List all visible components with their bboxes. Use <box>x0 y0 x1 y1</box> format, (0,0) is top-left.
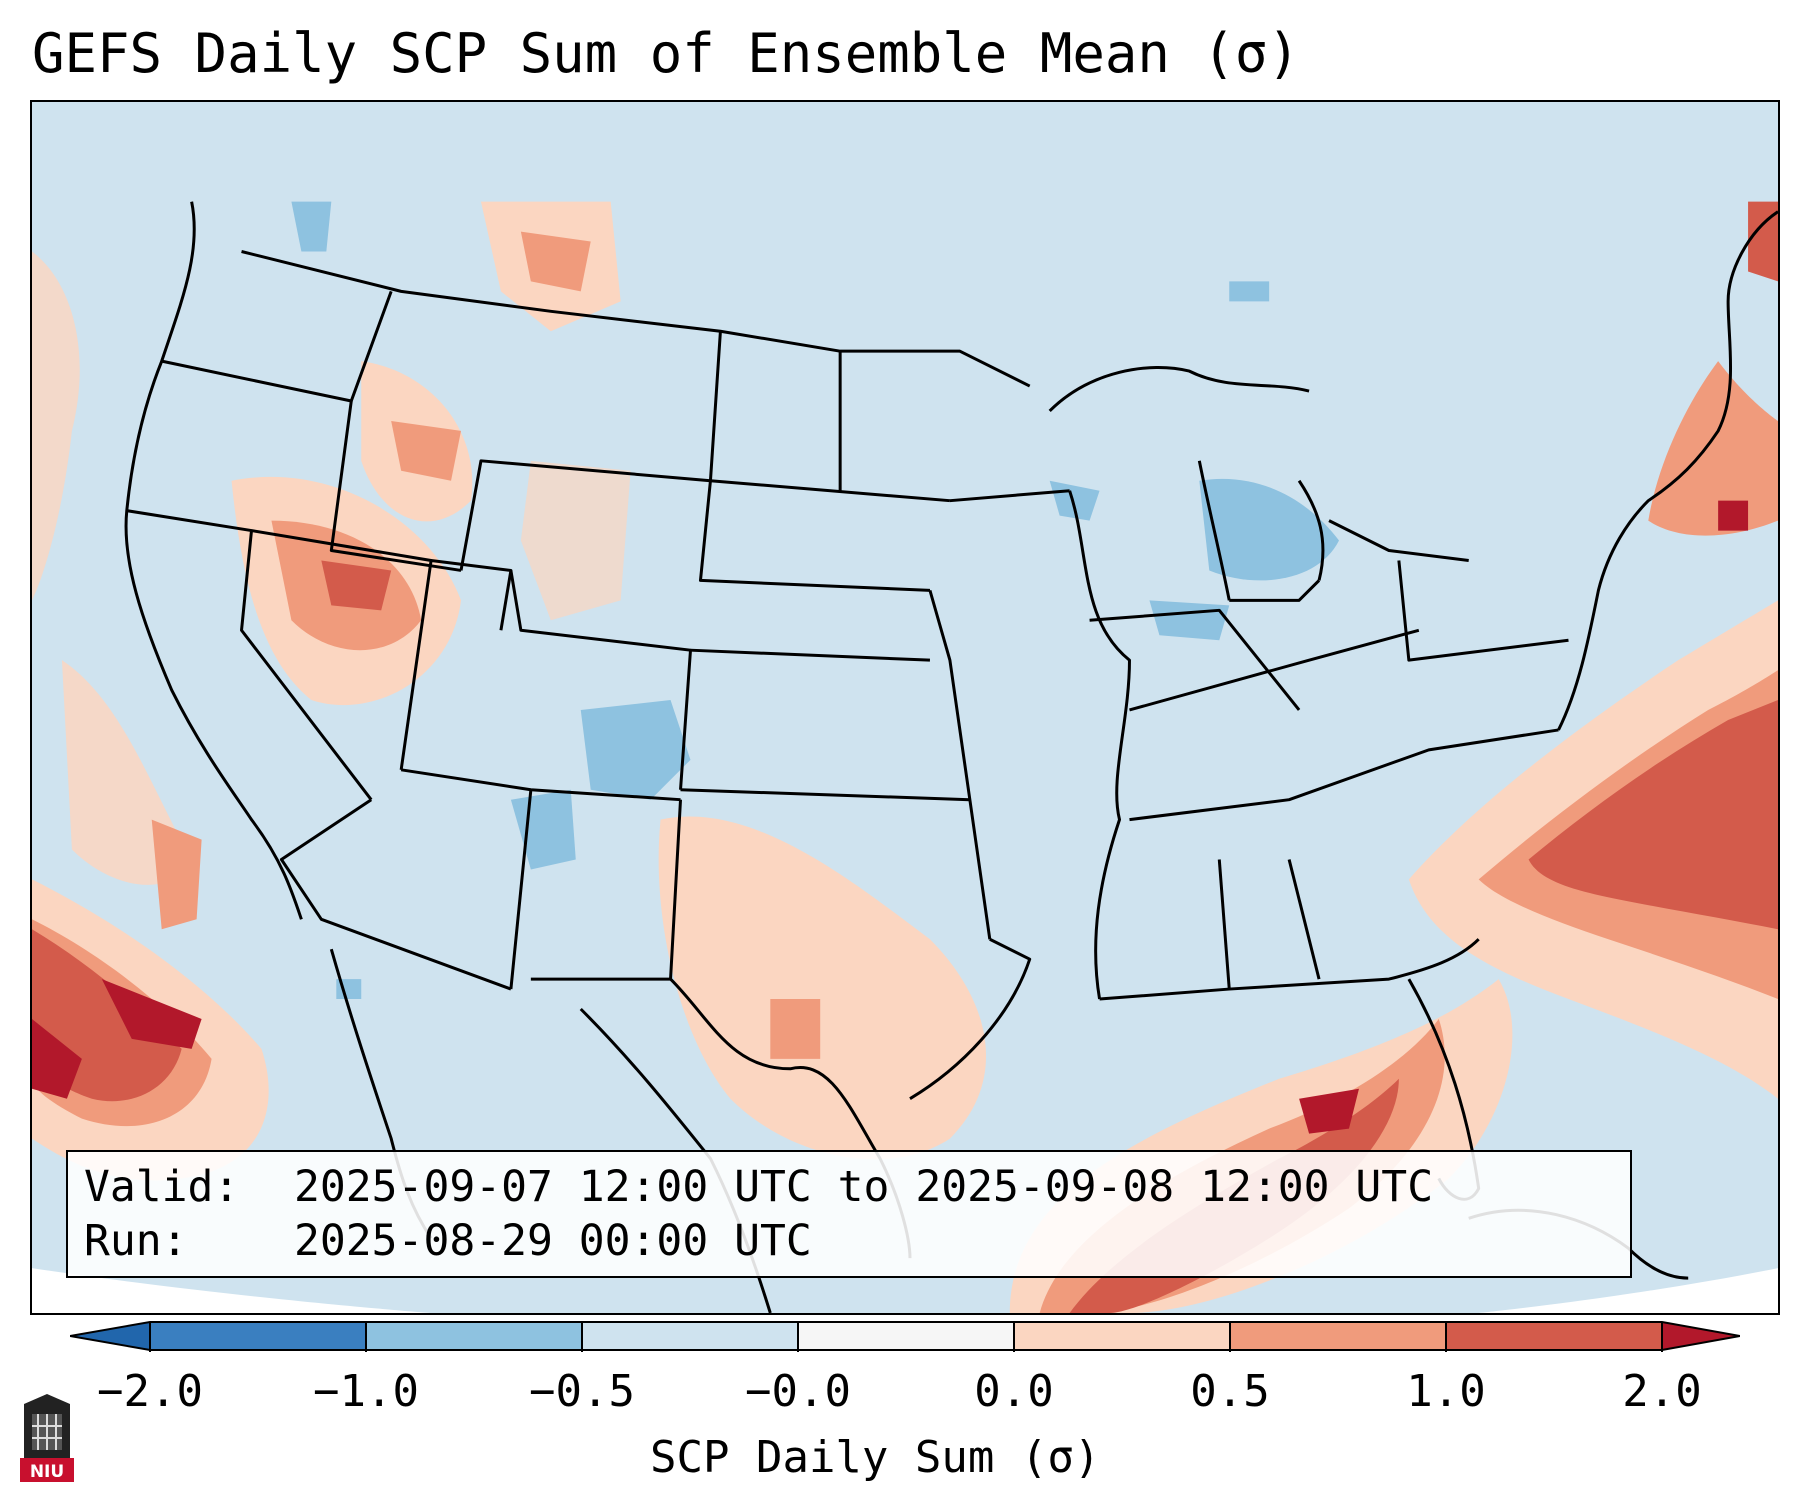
scp-map <box>32 102 1778 1313</box>
valid-value: 2025-09-07 12:00 UTC to 2025-09-08 12:00… <box>294 1162 1434 1212</box>
colorbar-seg-5 <box>1230 1322 1446 1350</box>
colorbar-seg-6 <box>1446 1322 1662 1350</box>
colorbar-tick-label: 1.0 <box>1406 1366 1486 1417</box>
colorbar <box>69 1320 1741 1352</box>
colorbar-tick-label: −0.5 <box>529 1366 635 1417</box>
colorbar-tick-label: −0.0 <box>745 1366 851 1417</box>
niu-logo-icon: NIU <box>20 1394 74 1482</box>
valid-label: Valid: <box>84 1162 240 1212</box>
positive-anomaly-pacific <box>32 251 269 1181</box>
positive-anomaly-west <box>231 201 631 706</box>
positive-anomaly-atlantic <box>1408 201 1778 1099</box>
colorbar-seg-3 <box>798 1322 1014 1350</box>
colorbar-tick-label: 2.0 <box>1622 1366 1702 1417</box>
run-row: Run: 2025-08-29 00:00 UTC <box>84 1214 1614 1268</box>
valid-row: Valid: 2025-09-07 12:00 UTC to 2025-09-08… <box>84 1160 1614 1214</box>
valid-run-box: Valid: 2025-09-07 12:00 UTC to 2025-09-08… <box>66 1150 1632 1278</box>
colorbar-seg-2 <box>582 1322 798 1350</box>
negative-anomaly-areas <box>291 201 1340 1000</box>
colorbar-tick-label: 0.5 <box>1190 1366 1270 1417</box>
colorbar-extend-high <box>1662 1322 1740 1350</box>
map-title: GEFS Daily SCP Sum of Ensemble Mean (σ) <box>32 22 1300 85</box>
run-value: 2025-08-29 00:00 UTC <box>294 1216 812 1266</box>
colorbar-seg-1 <box>366 1322 582 1350</box>
map-panel[interactable] <box>30 100 1780 1315</box>
colorbar-seg-0 <box>150 1322 366 1350</box>
logo-text: NIU <box>30 1462 64 1482</box>
colorbar-extend-low <box>70 1322 150 1350</box>
colorbar-tick-label: 0.0 <box>974 1366 1054 1417</box>
positive-anomaly-texas <box>658 816 987 1160</box>
colorbar-tick-label: −2.0 <box>97 1366 203 1417</box>
colorbar-tick-label: −1.0 <box>313 1366 419 1417</box>
run-label: Run: <box>84 1216 188 1266</box>
colorbar-label: SCP Daily Sum (σ) <box>650 1432 1101 1483</box>
colorbar-graphic <box>69 1321 1741 1352</box>
colorbar-seg-4 <box>1014 1322 1230 1350</box>
